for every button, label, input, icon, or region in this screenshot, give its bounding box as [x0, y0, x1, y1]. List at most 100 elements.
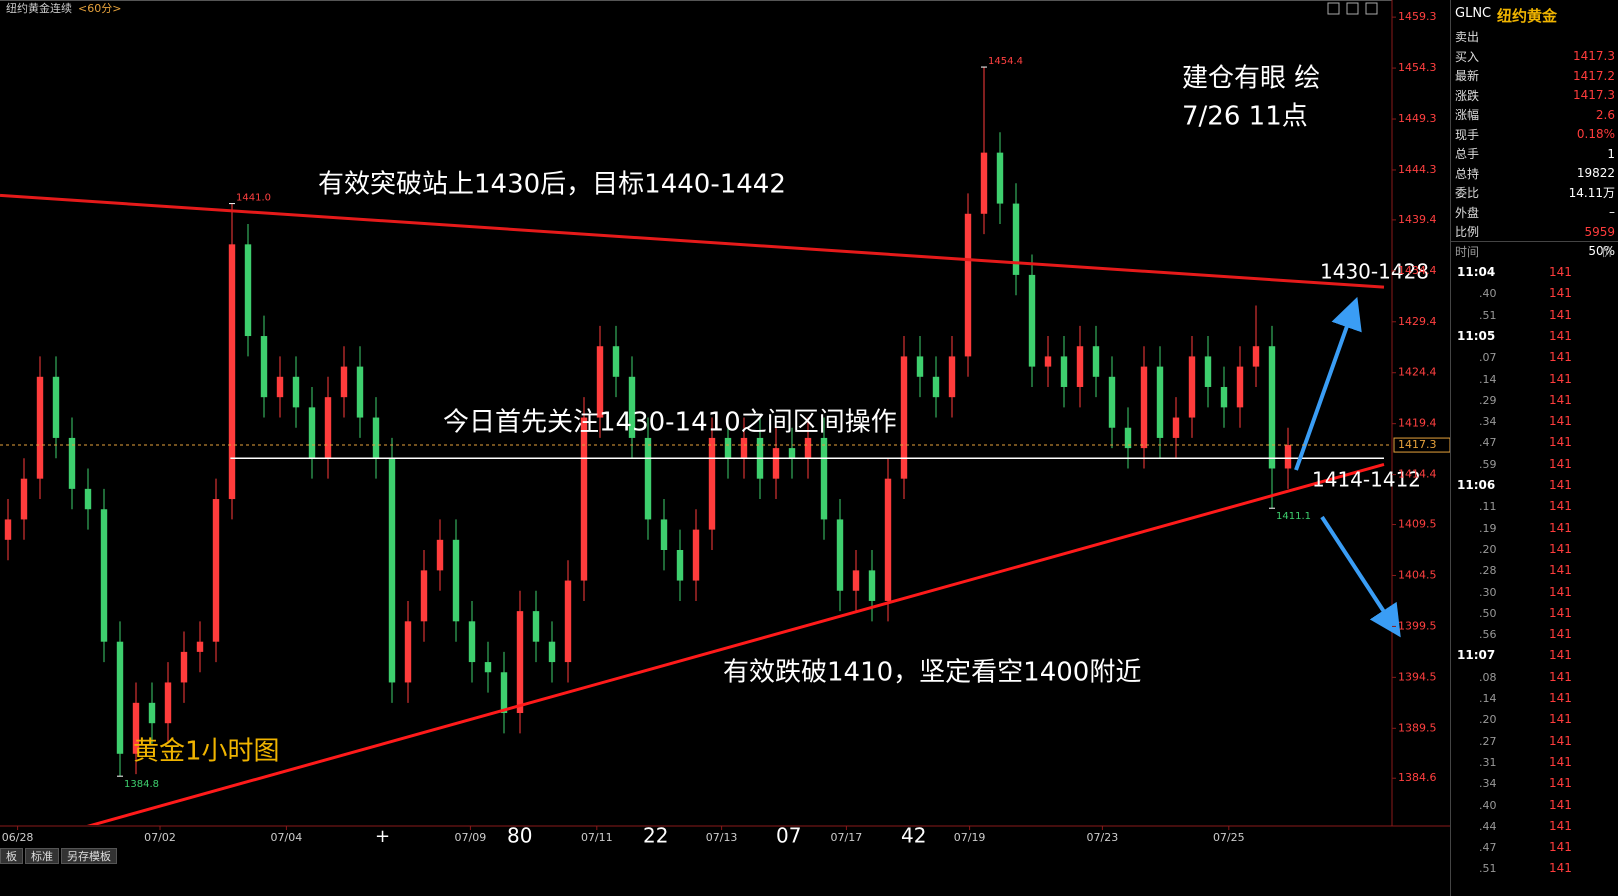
trade-time: .28: [1479, 564, 1497, 578]
quote-value: 19822: [1576, 166, 1615, 180]
candle-body: [820, 437, 828, 520]
trade-row: 11:06 141: [1455, 475, 1618, 496]
candle-body: [580, 417, 588, 581]
candle-body: [100, 509, 108, 642]
quote-value: 14.11万: [1568, 185, 1615, 200]
window-buttons[interactable]: [1327, 2, 1378, 15]
trade-row: .08 141: [1455, 667, 1618, 688]
trade-price: 141: [1549, 392, 1572, 407]
quote-label: 卖出: [1455, 30, 1480, 44]
toolbar-button[interactable]: 另存模板: [61, 848, 117, 864]
x-tick-label: 06/28: [2, 831, 34, 844]
trade-row: .47 141: [1455, 837, 1618, 858]
trade-row: 11:04 141: [1455, 262, 1618, 283]
candle-body: [1044, 356, 1052, 367]
annotation: 7/26 11点: [1182, 102, 1308, 132]
y-tick-label: 1444.3: [1398, 163, 1437, 176]
quote-label: 涨幅: [1455, 108, 1480, 122]
candle-body: [1092, 346, 1100, 377]
button[interactable]: [1365, 2, 1378, 15]
plot: [0, 67, 1385, 825]
extreme-label: 1384.8: [124, 779, 159, 790]
y-tick-label: 1434.4: [1398, 264, 1437, 277]
trade-price: 141: [1549, 669, 1572, 684]
quote-value: 1: [1607, 146, 1615, 161]
candle-body: [900, 356, 908, 479]
candle-body: [484, 662, 492, 673]
quote-label: 总持: [1455, 166, 1480, 181]
trade-row: .34 141: [1455, 773, 1618, 794]
candle-body: [980, 152, 988, 214]
candle-body: [1076, 346, 1084, 387]
trade-time: .31: [1479, 755, 1497, 769]
quote-label: 总手: [1455, 147, 1480, 161]
quote-value: 5959: [1584, 224, 1615, 239]
button[interactable]: [1327, 2, 1340, 15]
toolbar-button[interactable]: 板: [0, 848, 23, 864]
trade-price: 141: [1549, 478, 1572, 492]
candle-body: [1060, 356, 1068, 387]
chart: 纽约黄金连续 <60分> 有效突破站上1430后，目标1440-1442 今日首…: [0, 0, 1450, 848]
trade-row: .07 141: [1455, 347, 1618, 368]
chart-title: 纽约黄金连续: [6, 1, 72, 15]
trade-price: 141: [1549, 456, 1572, 471]
extreme-label: 1454.4: [988, 56, 1023, 67]
candle-body: [1204, 356, 1212, 387]
candle-body: [436, 539, 444, 571]
trade-time: .30: [1479, 585, 1497, 599]
x-tick-label: 07/13: [706, 831, 738, 844]
trade-time: .14: [1479, 692, 1497, 705]
trade-time: .34: [1479, 777, 1497, 791]
trade-time: .40: [1479, 287, 1497, 301]
quote-row: 总持 14.11万: [1455, 165, 1615, 200]
candle-body: [388, 458, 396, 683]
candle-body: [180, 651, 188, 683]
quote-value: 1417.3: [1573, 49, 1615, 63]
trade-row: .40 141: [1455, 795, 1618, 816]
annotation: 07: [776, 824, 801, 848]
trade-row: .27 141: [1455, 731, 1618, 752]
x-tick-label: 07/25: [1213, 831, 1245, 844]
annotation: 建仓有眼 绘: [1182, 64, 1320, 94]
candle-body: [932, 376, 940, 398]
toolbar-button[interactable]: 标准: [25, 848, 59, 864]
candle-body: [1140, 366, 1148, 449]
candle-body: [788, 448, 796, 459]
trade-price: 141: [1549, 691, 1572, 705]
trade-row: .34 141: [1455, 411, 1618, 432]
extreme-label: 1441.0: [236, 193, 271, 204]
candle-body: [1156, 366, 1164, 438]
candle-body: [132, 702, 140, 754]
y-tick-label: 1429.4: [1398, 315, 1437, 328]
divider: [1451, 241, 1618, 242]
y-tick-label: 1389.5: [1398, 721, 1437, 734]
trade-time: .51: [1479, 308, 1497, 322]
candle-body: [740, 437, 748, 459]
y-tick-label: 1459.3: [1398, 10, 1437, 23]
x-tick-label: 07/23: [1087, 831, 1119, 844]
trade-time: .47: [1479, 436, 1497, 450]
candle-body: [84, 488, 92, 510]
annotation: 42: [901, 824, 926, 848]
quote-label: 现手: [1455, 127, 1480, 142]
candle-body: [228, 244, 236, 500]
button[interactable]: [1346, 2, 1359, 15]
trade-price: 141: [1549, 627, 1572, 642]
annotation: 1430-1428: [1320, 260, 1429, 284]
candle-body: [116, 641, 124, 754]
trade-time: .44: [1479, 819, 1497, 833]
candle-body: [36, 376, 44, 479]
trade-row: .51 141: [1455, 858, 1618, 879]
trade-row: .11 141: [1455, 496, 1618, 517]
y-tick-label: 1454.3: [1398, 61, 1437, 74]
candle-body: [324, 397, 332, 459]
quote-row: 卖出 1417.3: [1455, 28, 1615, 63]
candle-body: [548, 641, 556, 663]
arrow-down: [1320, 515, 1401, 638]
candle-body: [164, 682, 172, 724]
quote-row: 现手 1: [1455, 126, 1615, 161]
candle-body: [676, 550, 684, 581]
trade-time: .47: [1479, 841, 1497, 855]
symbol: GLNC: [1455, 6, 1492, 21]
